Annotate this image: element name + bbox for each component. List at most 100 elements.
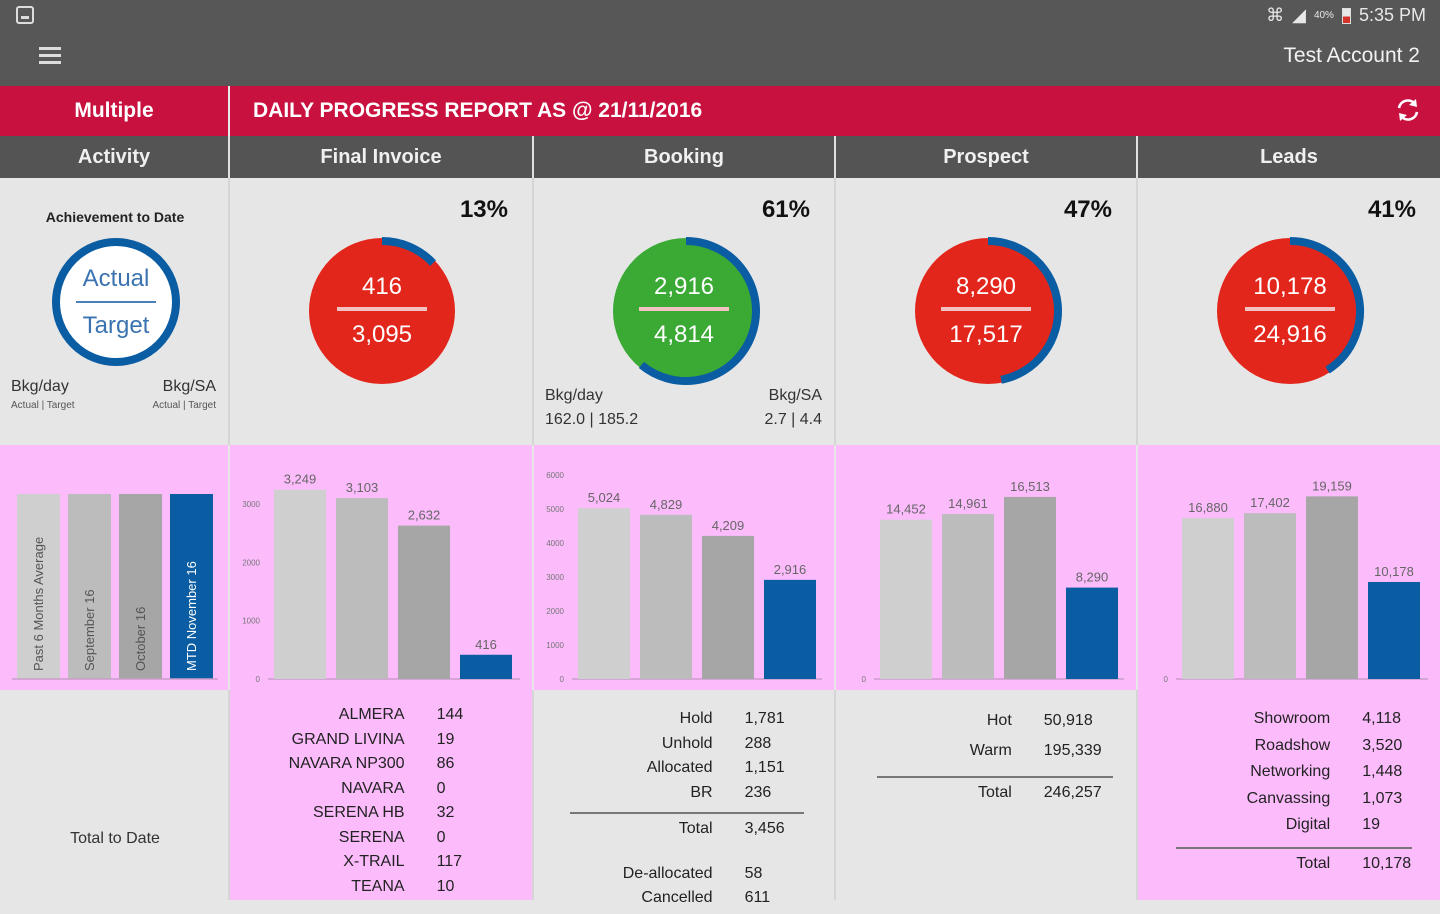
menu-icon[interactable] <box>39 47 61 65</box>
prospect-row: Warm 195,339 <box>868 742 1113 772</box>
account-name[interactable]: Test Account 2 <box>1283 44 1420 67</box>
final-invoice-bar-chart: 0 1000 2000 3000 3,249 3,103 2,632 416 <box>242 472 520 684</box>
row-label: De-allocated <box>622 864 713 882</box>
row-label: SERENA HB <box>312 804 405 821</box>
row-value: 195,339 <box>1043 742 1102 759</box>
final-invoice-kpi[interactable]: 13% 416 3,095 <box>230 178 534 445</box>
bar[interactable] <box>274 489 326 679</box>
booking-extra-row: De-allocated 58 <box>564 865 804 890</box>
legend-bar-label: Past 6 Months Average <box>31 537 46 671</box>
leads-percent: 41% <box>1367 196 1416 223</box>
bar[interactable] <box>398 525 450 679</box>
leads-target: 24,916 <box>1253 321 1327 348</box>
prospect-kpi[interactable]: 47% 8,290 17,517 <box>836 178 1138 445</box>
legend-bar-label: MTD November 16 <box>184 561 199 671</box>
row-value: 0 <box>436 779 446 797</box>
row-value: 3,456 <box>744 820 785 837</box>
ring-progress-arc <box>987 237 1062 384</box>
bar[interactable] <box>1368 581 1420 679</box>
y-tick-label: 0 <box>560 675 565 684</box>
header-prospect[interactable]: Prospect <box>836 136 1138 178</box>
total-to-date-card: Total to Date <box>0 690 230 900</box>
bkg-sa-sub: Actual | Target <box>152 400 216 411</box>
bar[interactable] <box>764 579 816 679</box>
prospect-temperature-table: Hot 50,918 Warm 195,339 Total 246,257 <box>836 690 1138 900</box>
legend-column: Achievement to Date Actual Target Bkg/da… <box>0 178 230 900</box>
bar-value-label: 2,916 <box>774 562 807 577</box>
bar[interactable] <box>880 519 932 679</box>
ring-fill <box>1217 238 1363 384</box>
model-row: SERENA HB 32 <box>230 804 490 829</box>
row-value: 117 <box>436 853 463 870</box>
row-label: Networking <box>1250 763 1331 780</box>
row-value: 4,118 <box>1362 710 1402 727</box>
booking-extra-row: Cancelled 611 <box>564 889 804 914</box>
row-value: 32 <box>436 804 455 821</box>
battery-percent: 40% <box>1313 10 1334 21</box>
legend-bar-label: September 16 <box>82 589 97 671</box>
y-tick-label: 3000 <box>242 500 260 509</box>
bar-value-label: 17,402 <box>1250 495 1290 510</box>
booking-actual: 2,916 <box>653 273 715 300</box>
y-tick-label: 0 <box>1164 675 1169 684</box>
notification-icon <box>16 6 34 24</box>
header-activity: Activity <box>0 136 230 178</box>
bar[interactable] <box>640 514 692 679</box>
lead-source-row: Digital 19 <box>1172 816 1412 843</box>
y-tick-label: 4000 <box>546 539 564 548</box>
legend-bar <box>68 494 111 679</box>
row-value: 0 <box>436 828 446 846</box>
legend-ring <box>52 238 180 366</box>
bar[interactable] <box>336 498 388 679</box>
report-title: DAILY PROGRESS REPORT AS @ 21/11/2016 <box>253 99 703 122</box>
bar[interactable] <box>702 535 754 679</box>
leads-bar-chart: 0 16,880 17,402 19,159 10,178 <box>1164 478 1428 684</box>
achievement-heading: Achievement to Date <box>45 209 185 225</box>
bar[interactable] <box>578 508 630 679</box>
leads-source-table: Showroom 4,118 Roadshow 3,520 Networking 1,44… <box>1138 690 1440 900</box>
ring-divider <box>941 307 1031 311</box>
row-value: 10 <box>436 877 455 895</box>
bar-value-label: 14,452 <box>886 502 926 517</box>
leads-kpi[interactable]: 41% 10,178 24,916 <box>1138 178 1440 445</box>
bar[interactable] <box>1182 518 1234 679</box>
booking-total-row: Total 3,456 <box>564 820 804 845</box>
lead-source-row: Roadshow 3,520 <box>1172 737 1412 764</box>
app-bar: Test Account 2 <box>0 30 1440 86</box>
row-value: 246,257 <box>1043 784 1102 801</box>
ring-progress-arc <box>638 237 760 385</box>
ring-divider <box>1245 307 1335 311</box>
bar[interactable] <box>942 514 994 679</box>
bar-value-label: 5,024 <box>588 490 621 505</box>
leads-progress-ring <box>1217 237 1364 384</box>
refresh-icon[interactable] <box>1394 96 1422 124</box>
bar-value-label: 8,290 <box>1076 570 1109 585</box>
row-label: Digital <box>1285 816 1331 833</box>
header-leads[interactable]: Leads <box>1260 146 1318 168</box>
legend-bar <box>119 494 162 679</box>
bar[interactable] <box>1004 496 1056 679</box>
header-booking[interactable]: Booking <box>534 136 836 178</box>
bar[interactable] <box>1066 587 1118 679</box>
prospect-bar-chart: 0 14,452 14,961 16,513 8,290 <box>862 479 1124 684</box>
row-value: 288 <box>744 734 772 752</box>
bar[interactable] <box>1244 513 1296 679</box>
row-value: 144 <box>436 706 464 723</box>
legend-bar-chart: Past 6 Months Average September 16 October… <box>12 494 218 680</box>
leads-actual: 10,178 <box>1253 273 1327 300</box>
booking-status-table: Hold 1,781 Unhold 288 Allocated 1,151 BR 236 Tot… <box>534 690 836 906</box>
row-label: TEANA <box>351 877 405 895</box>
row-label: Total <box>1296 854 1331 872</box>
bar[interactable] <box>460 654 512 679</box>
total-to-date-label: Total to Date <box>70 830 160 847</box>
booking-progress-ring <box>613 237 760 385</box>
filter-selector[interactable]: Multiple <box>0 86 230 136</box>
bar-value-label: 10,178 <box>1374 564 1414 579</box>
booking-kpi[interactable]: 61% 2,916 4,814 Bkg/day 162.0 | 185.2 Bk… <box>534 178 836 445</box>
y-tick-label: 1000 <box>546 641 564 650</box>
row-label: Warm <box>969 742 1012 759</box>
row-value: 1,781 <box>744 710 785 727</box>
bar[interactable] <box>1306 496 1358 679</box>
divider <box>877 776 1113 778</box>
header-final-invoice[interactable]: Final Invoice <box>230 136 534 178</box>
